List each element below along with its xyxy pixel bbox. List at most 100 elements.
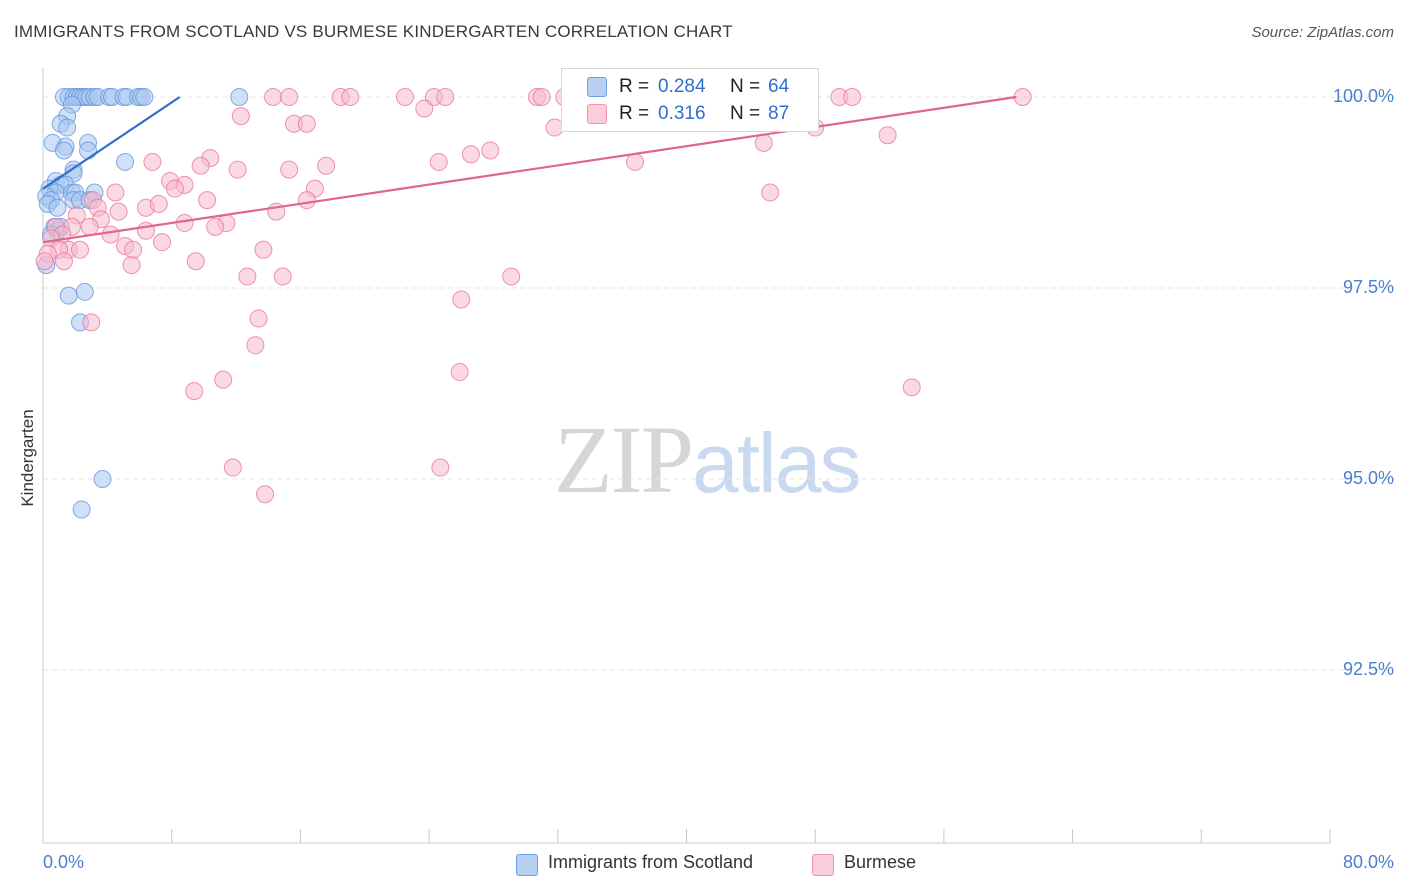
burmese-trend-line [42,95,1017,244]
burmese-point [54,252,73,271]
burmese-point [1013,88,1032,106]
burmese-point [82,313,101,332]
scotland-point [93,470,112,488]
burmese-point [415,99,434,118]
burmese-point [481,141,500,160]
burmese-point [431,458,450,477]
scotland-point [79,141,98,160]
x-tick-label-max: 80.0% [1342,852,1394,872]
watermark: ZIPatlas [554,404,861,515]
burmese-point [198,191,217,210]
burmese-point [124,240,143,259]
burmese-point [35,252,54,271]
legend-row-burmese: R = 0.316 N = 87 [562,101,818,127]
burmese-point [191,156,210,175]
scotland-point [48,198,67,217]
scotland-point [72,500,91,519]
burmese-point [122,256,141,275]
watermark-zip: ZIP [554,406,694,513]
burmese-point [214,370,233,389]
scotland-point [116,152,135,171]
burmese-point [341,88,360,106]
burmese-point [238,267,257,286]
legend-n-value: 64 [768,76,790,97]
burmese-point [228,160,247,179]
burmese-point [71,240,90,259]
scotland-point [135,88,154,106]
legend-row-scotland: R = 0.284 N = 64 [562,74,818,100]
burmese-point [165,179,184,198]
bottom-legend-label-scotland: Immigrants from Scotland [548,852,754,872]
scotland-point [59,286,78,305]
burmese-point [436,88,455,106]
burmese-point [450,363,469,382]
burmese-point [256,485,275,504]
y-tick-label: 92.5% [1342,659,1394,679]
burmese-point [175,214,194,233]
bottom-legend-swatch-burmese [812,854,834,876]
burmese-point [246,336,265,355]
correlation-legend: R = 0.284 N = 64 R = 0.316 N = 87 [561,68,819,132]
burmese-point [461,145,480,164]
legend-r-label: R = [619,103,650,124]
scotland-point [230,88,249,106]
bottom-legend-label-burmese: Burmese [844,852,917,872]
burmese-point [754,133,773,152]
burmese-point [143,152,162,171]
y-tick-label: 100.0% [1332,86,1394,106]
burmese-point [153,233,172,252]
legend-n-label: N = [730,103,761,124]
burmese-point [280,88,299,106]
bottom-legend-swatch-scotland [516,854,538,876]
gridlines [43,96,1395,671]
scotland-point [58,118,77,137]
legend-r-value: 0.316 [658,103,706,124]
legend-n-label: N = [730,76,761,97]
burmese-point [273,267,292,286]
burmese-point [185,382,204,401]
burmese-point [80,217,99,236]
burmese-point [761,183,780,202]
burmese-point [149,194,168,213]
burmese-point [136,221,155,240]
legend-r-value: 0.284 [658,76,706,97]
burmese-point [395,88,414,106]
scotland-point [54,141,73,160]
x-tick-label-min: 0.0% [43,852,85,872]
data-points [35,88,1032,519]
y-axis-label: Kindergarten [18,409,37,507]
chart-title: IMMIGRANTS FROM SCOTLAND VS BURMESE KIND… [14,22,733,41]
burmese-point [843,88,862,106]
legend-swatch-burmese [587,104,607,124]
burmese-point [254,240,273,259]
burmese-point [231,107,250,126]
burmese-point [317,156,336,175]
y-tick-label: 95.0% [1342,468,1394,488]
burmese-point [206,217,225,236]
y-tick-label: 97.5% [1342,277,1394,297]
burmese-point [186,252,205,271]
burmese-point [532,88,551,106]
source-credit[interactable]: Source: ZipAtlas.com [1251,24,1394,41]
axes [42,68,1331,844]
burmese-point [280,160,299,179]
burmese-point [626,152,645,171]
burmese-point [502,267,521,286]
watermark-atlas: atlas [692,416,861,510]
burmese-point [452,290,471,309]
burmese-point [109,202,128,221]
trend-lines [42,95,1017,244]
burmese-point [429,152,448,171]
burmese-point [106,183,125,202]
burmese-point [223,458,242,477]
burmese-point [297,114,316,133]
legend-r-label: R = [619,76,650,97]
legend-swatch-scotland [587,77,607,97]
burmese-point [297,191,316,210]
burmese-point [902,378,921,397]
burmese-point [878,126,897,145]
burmese-point [101,225,120,244]
burmese-point [249,309,268,328]
burmese-point [264,88,283,106]
